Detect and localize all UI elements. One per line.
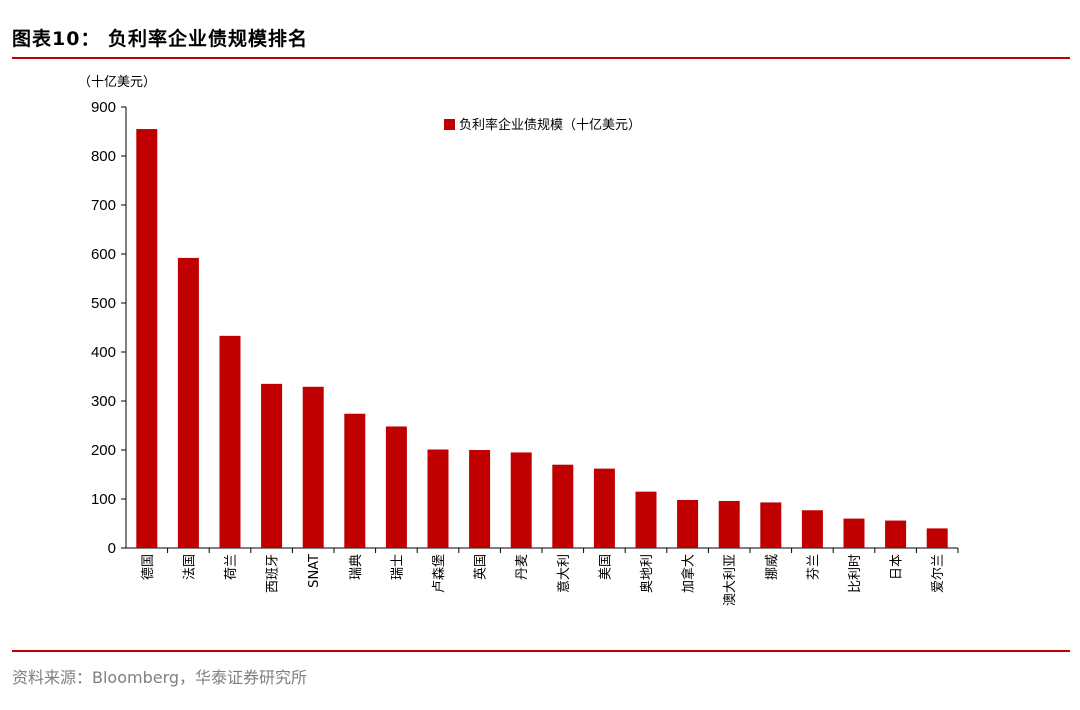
y-tick-label: 700 xyxy=(91,197,116,214)
bar xyxy=(510,452,532,548)
bar xyxy=(385,426,407,548)
y-tick-label: 300 xyxy=(91,393,116,410)
x-category-label: 奥地利 xyxy=(640,554,655,593)
x-category-label: 芬兰 xyxy=(806,554,821,580)
y-tick-label: 800 xyxy=(91,148,116,165)
bar xyxy=(760,502,782,548)
x-category-label: 比利时 xyxy=(848,554,863,593)
top-divider xyxy=(12,57,1070,59)
bar xyxy=(344,413,366,548)
x-category-label: 瑞士 xyxy=(390,554,405,580)
bar xyxy=(136,129,158,549)
bar xyxy=(427,449,449,548)
bar-chart: （十亿美元） 0 100 200 300 400 500 600 700 800 900 德国 法国 荷兰… xyxy=(78,75,959,606)
x-category-label: 意大利 xyxy=(556,554,572,593)
bottom-divider xyxy=(12,650,1070,652)
y-tick-label: 600 xyxy=(91,246,116,263)
legend-swatch xyxy=(444,119,455,130)
x-category-label: SNAT xyxy=(307,554,322,588)
y-tick-label: 900 xyxy=(91,99,116,116)
x-category-label: 德国 xyxy=(141,554,156,580)
bar xyxy=(843,518,865,548)
x-category-label: 爱尔兰 xyxy=(931,554,946,593)
bar xyxy=(219,335,241,548)
x-category-label: 西班牙 xyxy=(266,554,281,593)
x-category-label: 荷兰 xyxy=(224,554,239,580)
x-category-label: 丹麦 xyxy=(515,554,530,580)
bar xyxy=(801,510,823,548)
bar xyxy=(718,500,740,548)
bar xyxy=(552,464,574,548)
x-category-label: 卢森堡 xyxy=(431,554,447,593)
y-tick-label: 100 xyxy=(91,491,116,508)
bar xyxy=(677,499,699,548)
x-category-label: 瑞典 xyxy=(349,554,364,580)
bar xyxy=(926,528,948,548)
y-unit-label: （十亿美元） xyxy=(78,75,156,90)
y-tick-label: 200 xyxy=(91,442,116,459)
bar xyxy=(593,468,615,548)
bar xyxy=(469,450,491,548)
chart-title: 图表10： 负利率企业债规模排名 xyxy=(12,28,309,50)
x-category-label: 英国 xyxy=(474,554,489,580)
x-category-label: 加拿大 xyxy=(681,554,697,593)
source-note: 资料来源：Bloomberg，华泰证券研究所 xyxy=(12,668,308,687)
y-tick-label: 400 xyxy=(91,344,116,361)
x-category-label: 法国 xyxy=(182,554,197,580)
x-category-label: 挪威 xyxy=(765,554,780,580)
x-category-label: 澳大利亚 xyxy=(722,554,738,606)
x-category-label: 美国 xyxy=(598,554,613,580)
y-tick-label: 500 xyxy=(91,295,116,312)
bar xyxy=(635,491,657,548)
x-category-label: 日本 xyxy=(890,554,905,580)
bar xyxy=(261,383,283,548)
bar xyxy=(885,520,907,548)
legend-label: 负利率企业债规模（十亿美元） xyxy=(459,117,641,133)
bar xyxy=(302,386,324,548)
y-tick-label: 0 xyxy=(108,540,116,557)
bar xyxy=(177,257,199,548)
